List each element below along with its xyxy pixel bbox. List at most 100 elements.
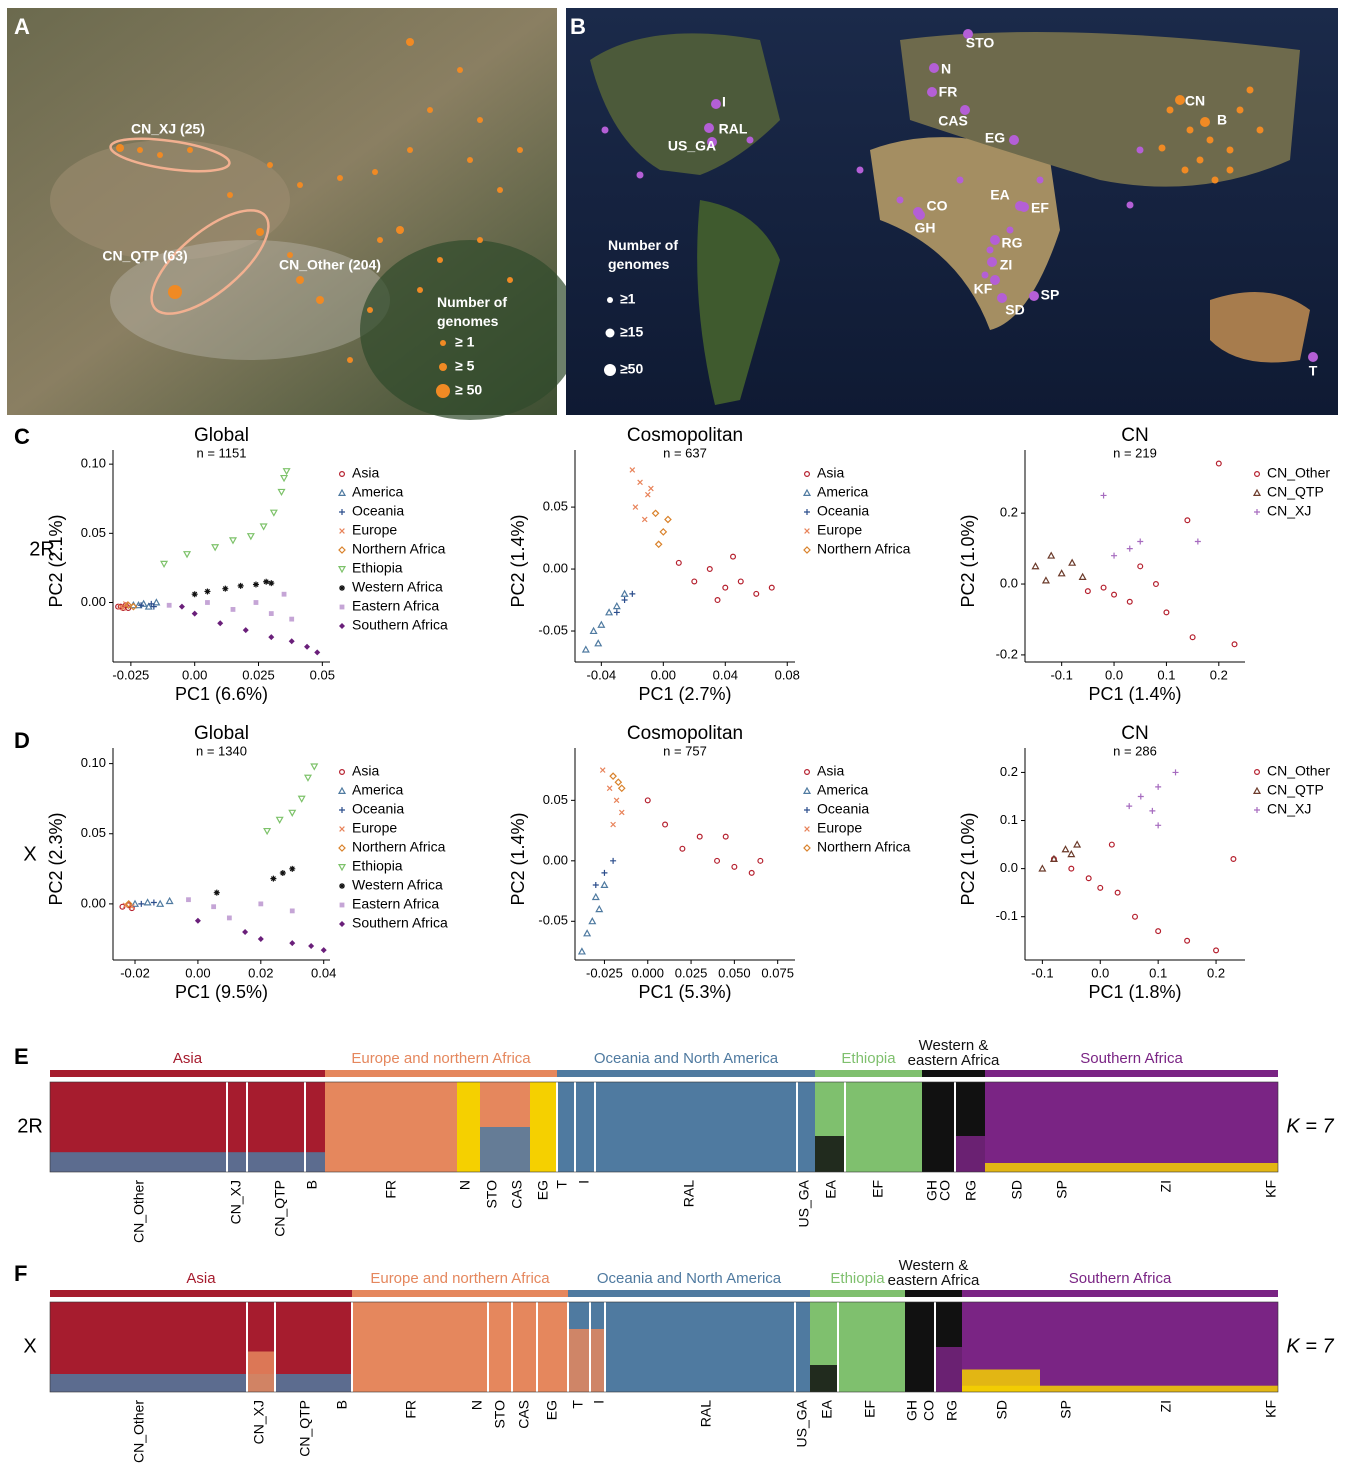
y-tick-label: 0.0 [1000, 575, 1018, 590]
population-label: SP [1058, 1400, 1074, 1419]
marker [284, 469, 290, 474]
row-label: X [23, 1335, 36, 1357]
region-bar [905, 1290, 962, 1297]
site-label: N [941, 61, 951, 77]
site-dot [987, 257, 997, 267]
marker [1138, 793, 1144, 799]
ancestry-block [962, 1386, 1278, 1392]
marker [1098, 885, 1103, 890]
site-label: GH [915, 220, 936, 236]
region-label: Oceania and North America [594, 1050, 779, 1067]
site-dot [377, 237, 383, 243]
marker [1063, 846, 1069, 851]
legend-label: Oceania [817, 801, 869, 817]
marker [1138, 564, 1143, 569]
site-dot [116, 144, 124, 152]
marker [192, 611, 198, 617]
marker [157, 901, 163, 906]
legend-marker [339, 788, 345, 793]
legend-label: America [352, 782, 404, 798]
region-label: Ethiopia [841, 1050, 896, 1067]
marker [749, 871, 754, 876]
site-dot [990, 235, 1000, 245]
marker [619, 810, 624, 815]
legend-dot [440, 340, 446, 346]
legend-label: Northern Africa [352, 839, 446, 855]
site-dot [457, 67, 463, 73]
legend-label: Asia [352, 763, 379, 779]
site-dot [747, 137, 754, 144]
marker [1127, 599, 1132, 604]
legend-label: Northern Africa [352, 541, 446, 557]
population-label: RAL [698, 1400, 714, 1427]
legend-label: Ethiopia [352, 560, 403, 576]
marker [589, 918, 595, 923]
marker [579, 949, 585, 954]
population-label: SD [994, 1400, 1010, 1419]
marker [271, 510, 277, 515]
marker [277, 817, 283, 822]
marker [1127, 546, 1133, 552]
legend-label: Europe [352, 820, 397, 836]
x-tick-label: 0.000 [631, 965, 664, 980]
site-dot [1127, 202, 1134, 209]
region-bar [568, 1290, 810, 1297]
x-tick-label: 0.025 [242, 667, 275, 682]
site-label: RAL [719, 121, 748, 137]
region-bar [810, 1290, 905, 1297]
legend-label: CN_XJ [1267, 801, 1311, 817]
region-bar [922, 1070, 985, 1077]
chart-subtitle: n = 286 [1113, 743, 1157, 758]
marker [731, 554, 736, 559]
legend-marker [805, 827, 810, 832]
site-dot [704, 123, 714, 133]
site-label: B [1217, 112, 1227, 128]
legend-label: Europe [352, 522, 397, 538]
site-label: EA [990, 187, 1009, 203]
x-tick-label: 0.025 [675, 965, 708, 980]
legend-marker [339, 807, 345, 813]
marker [619, 785, 625, 791]
legend-marker [339, 490, 345, 495]
map-annotation: CN_XJ (25) [131, 121, 205, 137]
marker [1149, 808, 1155, 814]
site-dot [437, 257, 443, 263]
legend-label: Southern Africa [352, 915, 448, 931]
site-label: STO [966, 35, 995, 51]
region-label: Western & eastern Africa [879, 1258, 989, 1288]
population-label: GH [904, 1400, 920, 1421]
population-label: CN_Other [131, 1400, 147, 1463]
marker [186, 897, 191, 902]
site-dot [417, 287, 423, 293]
legend-marker [339, 585, 345, 591]
legend-label: CN_QTP [1267, 782, 1324, 798]
marker [145, 899, 151, 904]
site-dot [1197, 157, 1204, 164]
marker [230, 538, 236, 543]
legend-label: CN_QTP [1267, 484, 1324, 500]
ancestry-block [352, 1302, 568, 1392]
marker [263, 579, 269, 585]
legend-label: ≥15 [620, 324, 643, 340]
marker [268, 580, 274, 586]
marker [305, 775, 311, 780]
x-tick-label: 0.02 [248, 965, 273, 980]
site-dot [296, 276, 304, 284]
marker [1039, 866, 1045, 871]
site-dot [1257, 127, 1264, 134]
region-label: Europe and northern Africa [370, 1270, 550, 1287]
marker [1051, 856, 1057, 861]
region-bar [325, 1070, 557, 1077]
legend-label: Southern Africa [352, 617, 448, 633]
legend-marker [804, 788, 810, 793]
marker [289, 617, 294, 622]
panel-label: E [14, 1044, 29, 1069]
legend-marker [1255, 770, 1260, 775]
site-dot [477, 117, 483, 123]
marker [1185, 938, 1190, 943]
marker [715, 598, 720, 603]
population-label: US_GA [796, 1179, 812, 1227]
site-dot [1247, 87, 1254, 94]
marker [227, 916, 232, 921]
marker [611, 822, 616, 827]
